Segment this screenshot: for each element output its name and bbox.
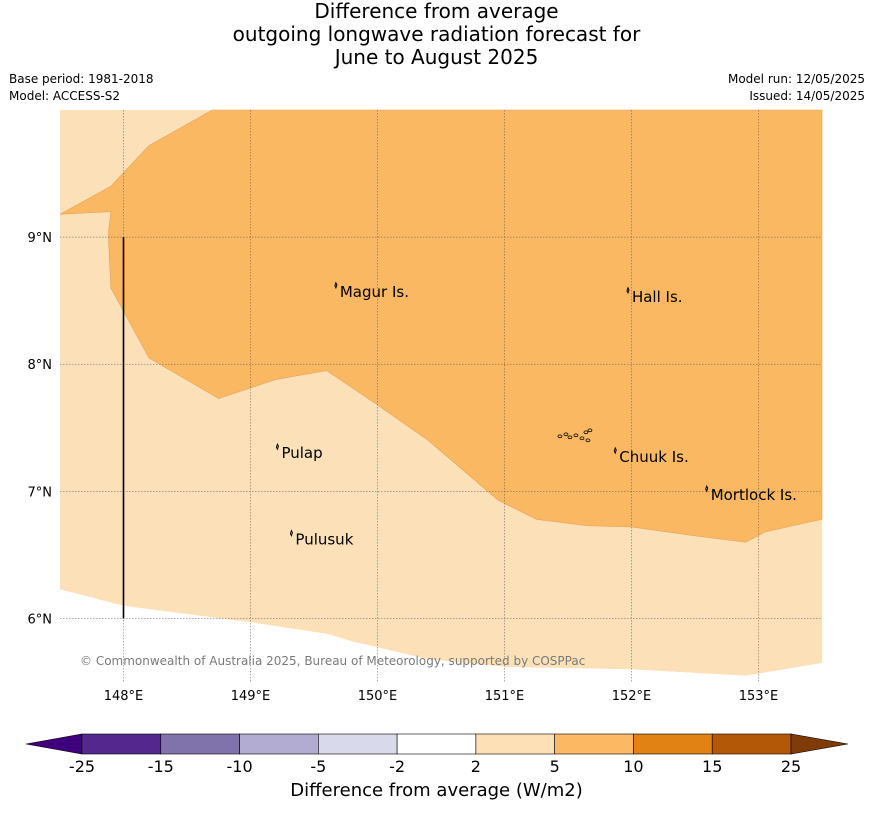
chuuk-islet — [583, 430, 589, 435]
island-label: Hall Is. — [632, 288, 683, 306]
colorbar-box — [554, 733, 634, 755]
lon-tick-label: 152°E — [612, 689, 652, 704]
colorbar-tick-label: -2 — [389, 757, 405, 776]
chuuk-islet — [579, 436, 585, 441]
colorbar-tick-label: 10 — [623, 757, 643, 776]
island-label: Pulap — [281, 444, 322, 462]
lat-tick-label: 8°N — [28, 358, 53, 373]
colorbar-tick-label: -25 — [69, 757, 95, 776]
colorbar-box — [633, 733, 713, 755]
colorbar-tick-label: 15 — [702, 757, 722, 776]
issued-date: Issued: 14/05/2025 — [749, 89, 865, 103]
colorbar-box — [318, 733, 398, 755]
island-label: Pulusuk — [295, 531, 353, 549]
meta-left: Base period: 1981-2018 Model: ACCESS-S2 — [9, 71, 154, 105]
no-data-area — [60, 589, 822, 682]
map-title: Difference from average outgoing longwav… — [0, 0, 873, 69]
model-run: Model run: 12/05/2025 — [727, 72, 865, 86]
chuuk-islet — [573, 433, 579, 438]
colorbar-title: Difference from average (W/m2) — [290, 780, 583, 801]
island-shape — [275, 442, 279, 451]
colorbar-box — [475, 733, 555, 755]
island-shape — [334, 281, 338, 290]
colorbar-box — [160, 733, 240, 755]
colorbar-box — [396, 733, 477, 755]
lon-tick-label: 153°E — [739, 689, 779, 704]
title-line-2: outgoing longwave radiation forecast for — [232, 22, 641, 46]
colorbar-tick-label: 2 — [471, 757, 481, 776]
colorbar-box — [711, 733, 792, 755]
island-shape — [626, 286, 630, 295]
lon-tick-label: 150°E — [358, 689, 398, 704]
colorbar-tick-label: 5 — [550, 757, 560, 776]
colorbar-extend-low — [25, 733, 83, 755]
chuuk-islet — [557, 434, 563, 439]
colorbar-tick-label: -15 — [148, 757, 174, 776]
colorbar-tick-label: -5 — [310, 757, 326, 776]
chuuk-islet — [567, 435, 573, 440]
copyright-text: © Commonwealth of Australia 2025, Bureau… — [80, 654, 585, 668]
lat-tick-label: 9°N — [28, 231, 53, 246]
chuuk-islet — [587, 428, 593, 433]
colorbar-tick-label: 25 — [781, 757, 801, 776]
island-label: Mortlock Is. — [711, 486, 797, 504]
lat-tick-label: 6°N — [28, 612, 53, 627]
island-shape — [289, 529, 293, 537]
model-name: Model: ACCESS-S2 — [9, 89, 121, 103]
lat-tick-label: 7°N — [28, 485, 53, 500]
island-label: Chuuk Is. — [619, 448, 688, 466]
island-shape — [705, 484, 709, 493]
colorbar-tick-label: -10 — [226, 757, 252, 776]
chuuk-islet — [563, 432, 569, 437]
meta-right: Model run: 12/05/2025 Issued: 14/05/2025 — [728, 71, 865, 105]
colorbar-box — [239, 733, 319, 755]
lon-tick-label: 149°E — [231, 689, 271, 704]
colorbar-extend-high — [790, 733, 849, 755]
island-shape — [613, 446, 617, 455]
lon-tick-label: 151°E — [485, 689, 525, 704]
colorbar-box — [81, 733, 162, 755]
chuuk-islet — [585, 438, 591, 443]
title-line-3: June to August 2025 — [334, 45, 539, 69]
title-line-1: Difference from average — [314, 0, 559, 23]
lon-tick-label: 148°E — [104, 689, 144, 704]
island-label: Magur Is. — [340, 283, 409, 301]
base-period: Base period: 1981-2018 — [9, 72, 154, 86]
